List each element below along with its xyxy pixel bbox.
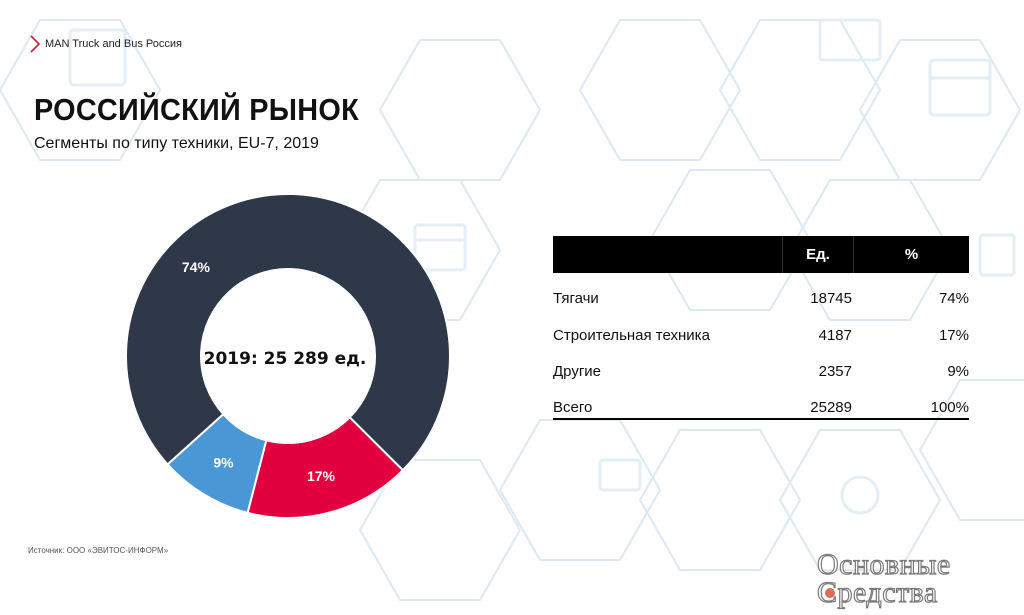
slice-label-3: 9% <box>213 454 234 470</box>
total-name: Всего <box>553 399 593 416</box>
row-pct: 74% <box>938 290 969 307</box>
chart-center-label: 2019: 25 289 ед. <box>204 349 367 369</box>
table-header-name <box>553 236 783 273</box>
row-units: 2357 <box>818 363 852 380</box>
slice-drugie <box>166 412 268 515</box>
page-subtitle: Сегменты по типу техники, EU-7, 2019 <box>34 135 319 152</box>
watermark-line-1: Основные <box>816 547 951 581</box>
table-header-pct: % <box>904 246 919 263</box>
watermark-line-2: Средства <box>816 575 938 609</box>
row-name: Строительная техника <box>553 327 710 344</box>
row-name: Тягачи <box>553 290 599 307</box>
table-total-row: Всего 25289 100% <box>553 398 969 420</box>
source-note: Источник: ООО «ЭВИТОС-ИНФОРМ» <box>28 546 169 555</box>
segments-table: Ед. % Тягачи 18745 74% Строительная техн… <box>553 236 969 420</box>
page-title: РОССИЙСКИЙ РЫНОК <box>34 92 359 127</box>
slice-tyagachi <box>125 193 451 472</box>
chevron-right-icon <box>30 35 41 53</box>
slice-label-2: 17% <box>307 468 336 484</box>
table-header: Ед. % <box>553 236 969 273</box>
watermark-logo: Основные Средства <box>816 547 1017 610</box>
table-row: Тягачи 18745 74% <box>553 289 969 309</box>
brand-header: MAN Truck and Bus Россия <box>27 34 182 54</box>
table-row: Другие 2357 9% <box>553 362 969 382</box>
table-header-units: Ед. <box>783 236 854 273</box>
total-pct: 100% <box>930 399 969 416</box>
watermark-dot <box>825 588 835 598</box>
row-units: 4187 <box>818 327 852 344</box>
table-row: Строительная техника 4187 17% <box>553 326 969 346</box>
total-units: 25289 <box>810 399 852 416</box>
row-units: 18745 <box>810 290 852 307</box>
row-name: Другие <box>553 363 602 380</box>
row-pct: 17% <box>938 327 969 344</box>
brand-name: MAN Truck and Bus Россия <box>45 38 182 50</box>
slice-label-1: 74% <box>182 259 211 275</box>
row-pct: 9% <box>947 363 969 380</box>
